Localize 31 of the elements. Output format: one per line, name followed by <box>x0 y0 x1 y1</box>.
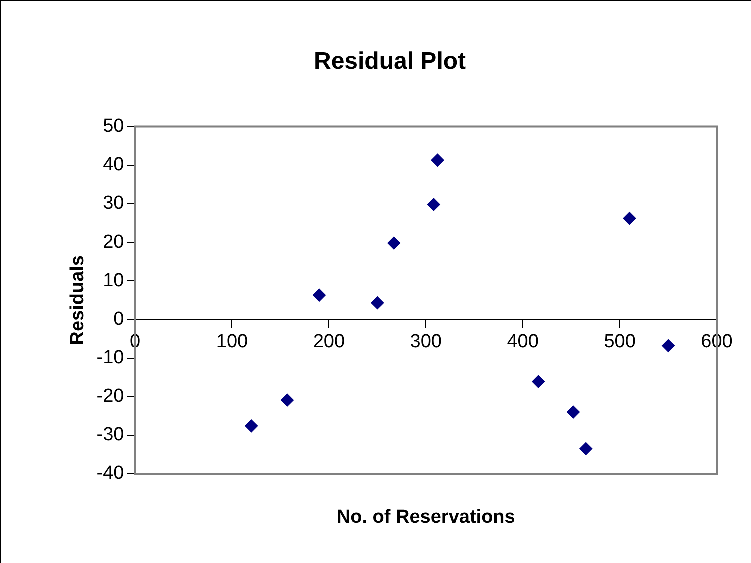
y-tick-label: 10 <box>103 270 124 292</box>
y-tick-label: 30 <box>103 193 124 214</box>
point <box>431 154 444 167</box>
point <box>567 406 580 419</box>
y-tick-label: -30 <box>96 424 124 446</box>
y-tick-label: 40 <box>103 154 124 176</box>
point <box>532 375 546 388</box>
chart-title: Residual Plot <box>314 48 466 76</box>
point <box>662 339 676 352</box>
x-tick-label: 300 <box>410 331 442 352</box>
point <box>280 394 294 407</box>
y-tick-label: -40 <box>96 463 124 484</box>
y-tick-label: -10 <box>96 348 124 368</box>
y-axis-title: Residuals <box>68 256 89 346</box>
y-tick-label: 50 <box>103 116 124 138</box>
x-tick-label: 600 <box>701 331 733 352</box>
point <box>580 442 593 456</box>
point <box>427 198 440 212</box>
x-tick-label: 500 <box>604 331 636 352</box>
x-tick-label: 100 <box>216 331 248 352</box>
point <box>623 212 636 226</box>
y-tick-label: 0 <box>114 308 124 330</box>
x-axis-title: No. of Reservations <box>336 507 516 528</box>
y-tick-label: 20 <box>103 232 124 253</box>
point <box>312 288 326 302</box>
x-tick-label: 400 <box>507 331 539 352</box>
point <box>245 420 258 433</box>
x-tick-label: 200 <box>313 331 346 352</box>
point <box>388 236 401 250</box>
point <box>371 296 384 310</box>
y-tick-label: -20 <box>96 386 124 408</box>
